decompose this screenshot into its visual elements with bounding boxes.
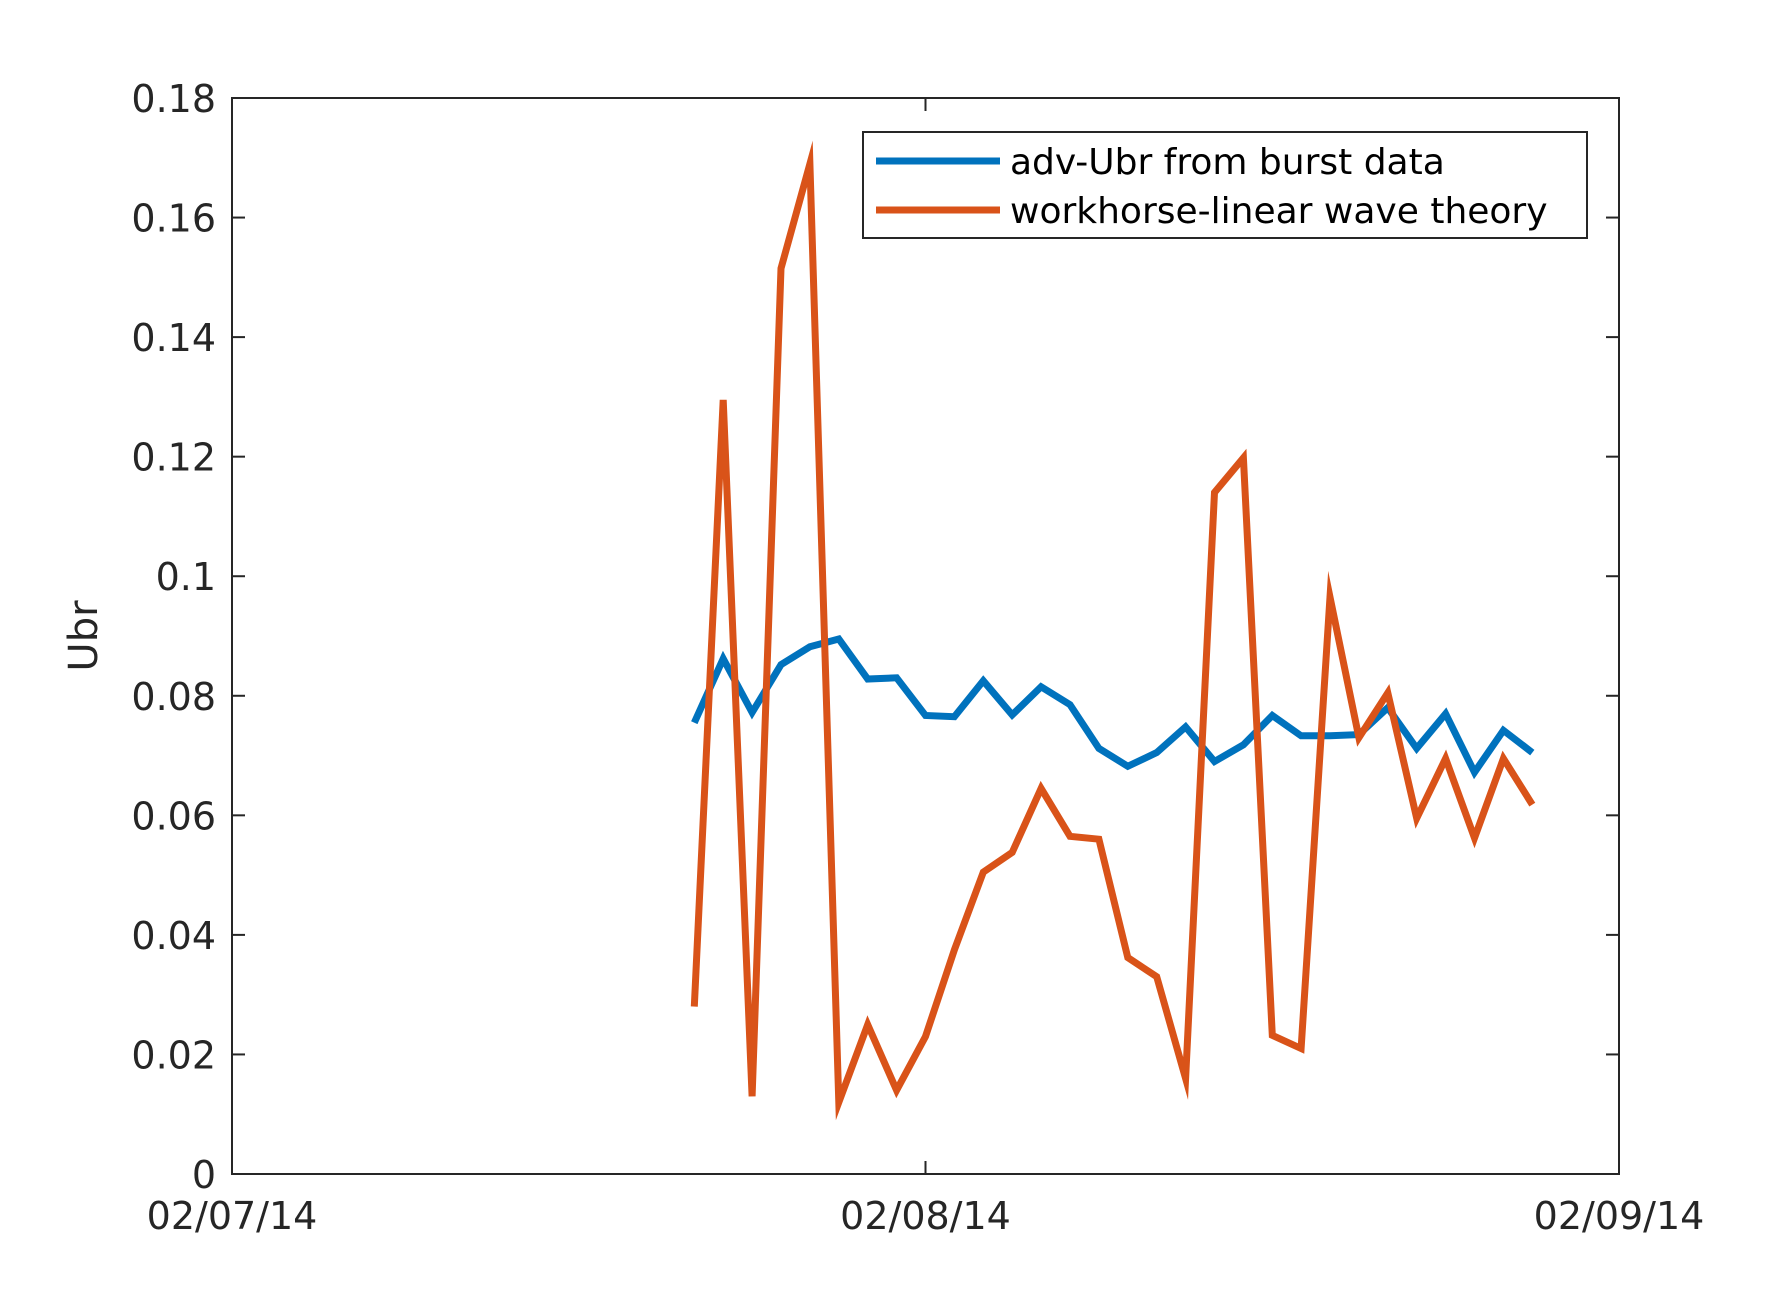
y-tick-label: 0 bbox=[192, 1153, 216, 1197]
y-tick-label: 0.08 bbox=[131, 675, 216, 719]
y-tick-label: 0.04 bbox=[131, 914, 216, 958]
series-layer bbox=[690, 140, 1536, 1121]
legend-label-2: workhorse-linear wave theory bbox=[1010, 191, 1548, 232]
series-line-2 bbox=[690, 140, 1536, 1121]
y-tick-label: 0.18 bbox=[131, 77, 216, 121]
plot-area bbox=[232, 98, 1619, 1174]
y-tick-label: 0.06 bbox=[131, 794, 216, 838]
y-tick-label: 0.02 bbox=[131, 1033, 216, 1077]
x-tick-label: 02/09/14 bbox=[1534, 1194, 1705, 1238]
y-axis-label: Ubr bbox=[61, 600, 107, 672]
y-tick-label: 0.1 bbox=[156, 555, 216, 599]
y-tick-label: 0.12 bbox=[131, 436, 216, 480]
y-tick-label: 0.16 bbox=[131, 197, 216, 241]
y-tick-label: 0.14 bbox=[131, 316, 216, 360]
x-tick-label: 02/08/14 bbox=[840, 1194, 1011, 1238]
x-tick-label: 02/07/14 bbox=[147, 1194, 318, 1238]
legend-label-1: adv-Ubr from burst data bbox=[1010, 142, 1445, 183]
legend-box bbox=[862, 131, 1588, 239]
ticks-layer: 0 0.02 0.04 0.06 0.08 0.1 0.12 0.14 0.16 0.18 02/0… bbox=[131, 77, 1704, 1238]
legend: adv-Ubr from burst data workhorse-linear … bbox=[862, 131, 1588, 239]
